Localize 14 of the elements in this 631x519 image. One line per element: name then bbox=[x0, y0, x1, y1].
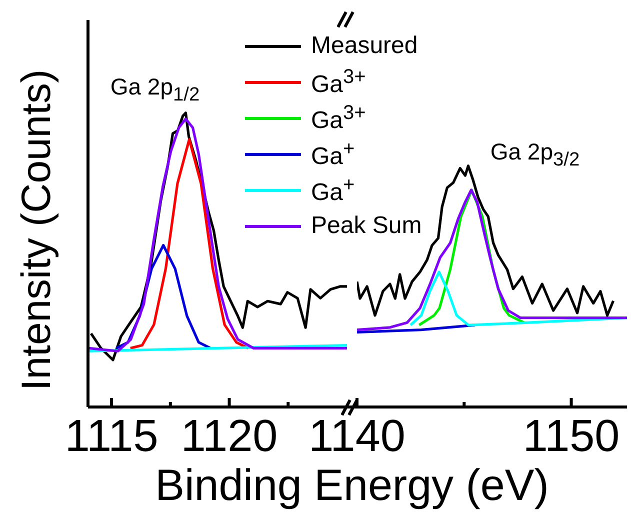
legend-label: Peak Sum bbox=[311, 212, 422, 239]
y-axis-title: Intensity (Counts) bbox=[13, 69, 59, 391]
x-tick-label: 1120 bbox=[180, 410, 278, 461]
x-axis-title: Binding Energy (eV) bbox=[155, 461, 549, 510]
text: Ga 2p$_{1/2}$ bbox=[110, 74, 200, 106]
legend-label: Ga$^{3+}$ bbox=[311, 102, 366, 134]
x-tick-label: 1115 bbox=[64, 410, 158, 461]
x-tick-label: 1140 bbox=[308, 410, 406, 461]
annotation: Ga 2p$_{3/2}$ bbox=[490, 138, 580, 172]
legend-label: Measured bbox=[311, 32, 418, 59]
x-tick-label: 1150 bbox=[522, 410, 620, 461]
legend-label: Ga$^{+}$ bbox=[311, 138, 355, 170]
legend-label: Ga$^{3+}$ bbox=[311, 66, 366, 98]
legend-label: Ga$^{+}$ bbox=[311, 174, 355, 206]
